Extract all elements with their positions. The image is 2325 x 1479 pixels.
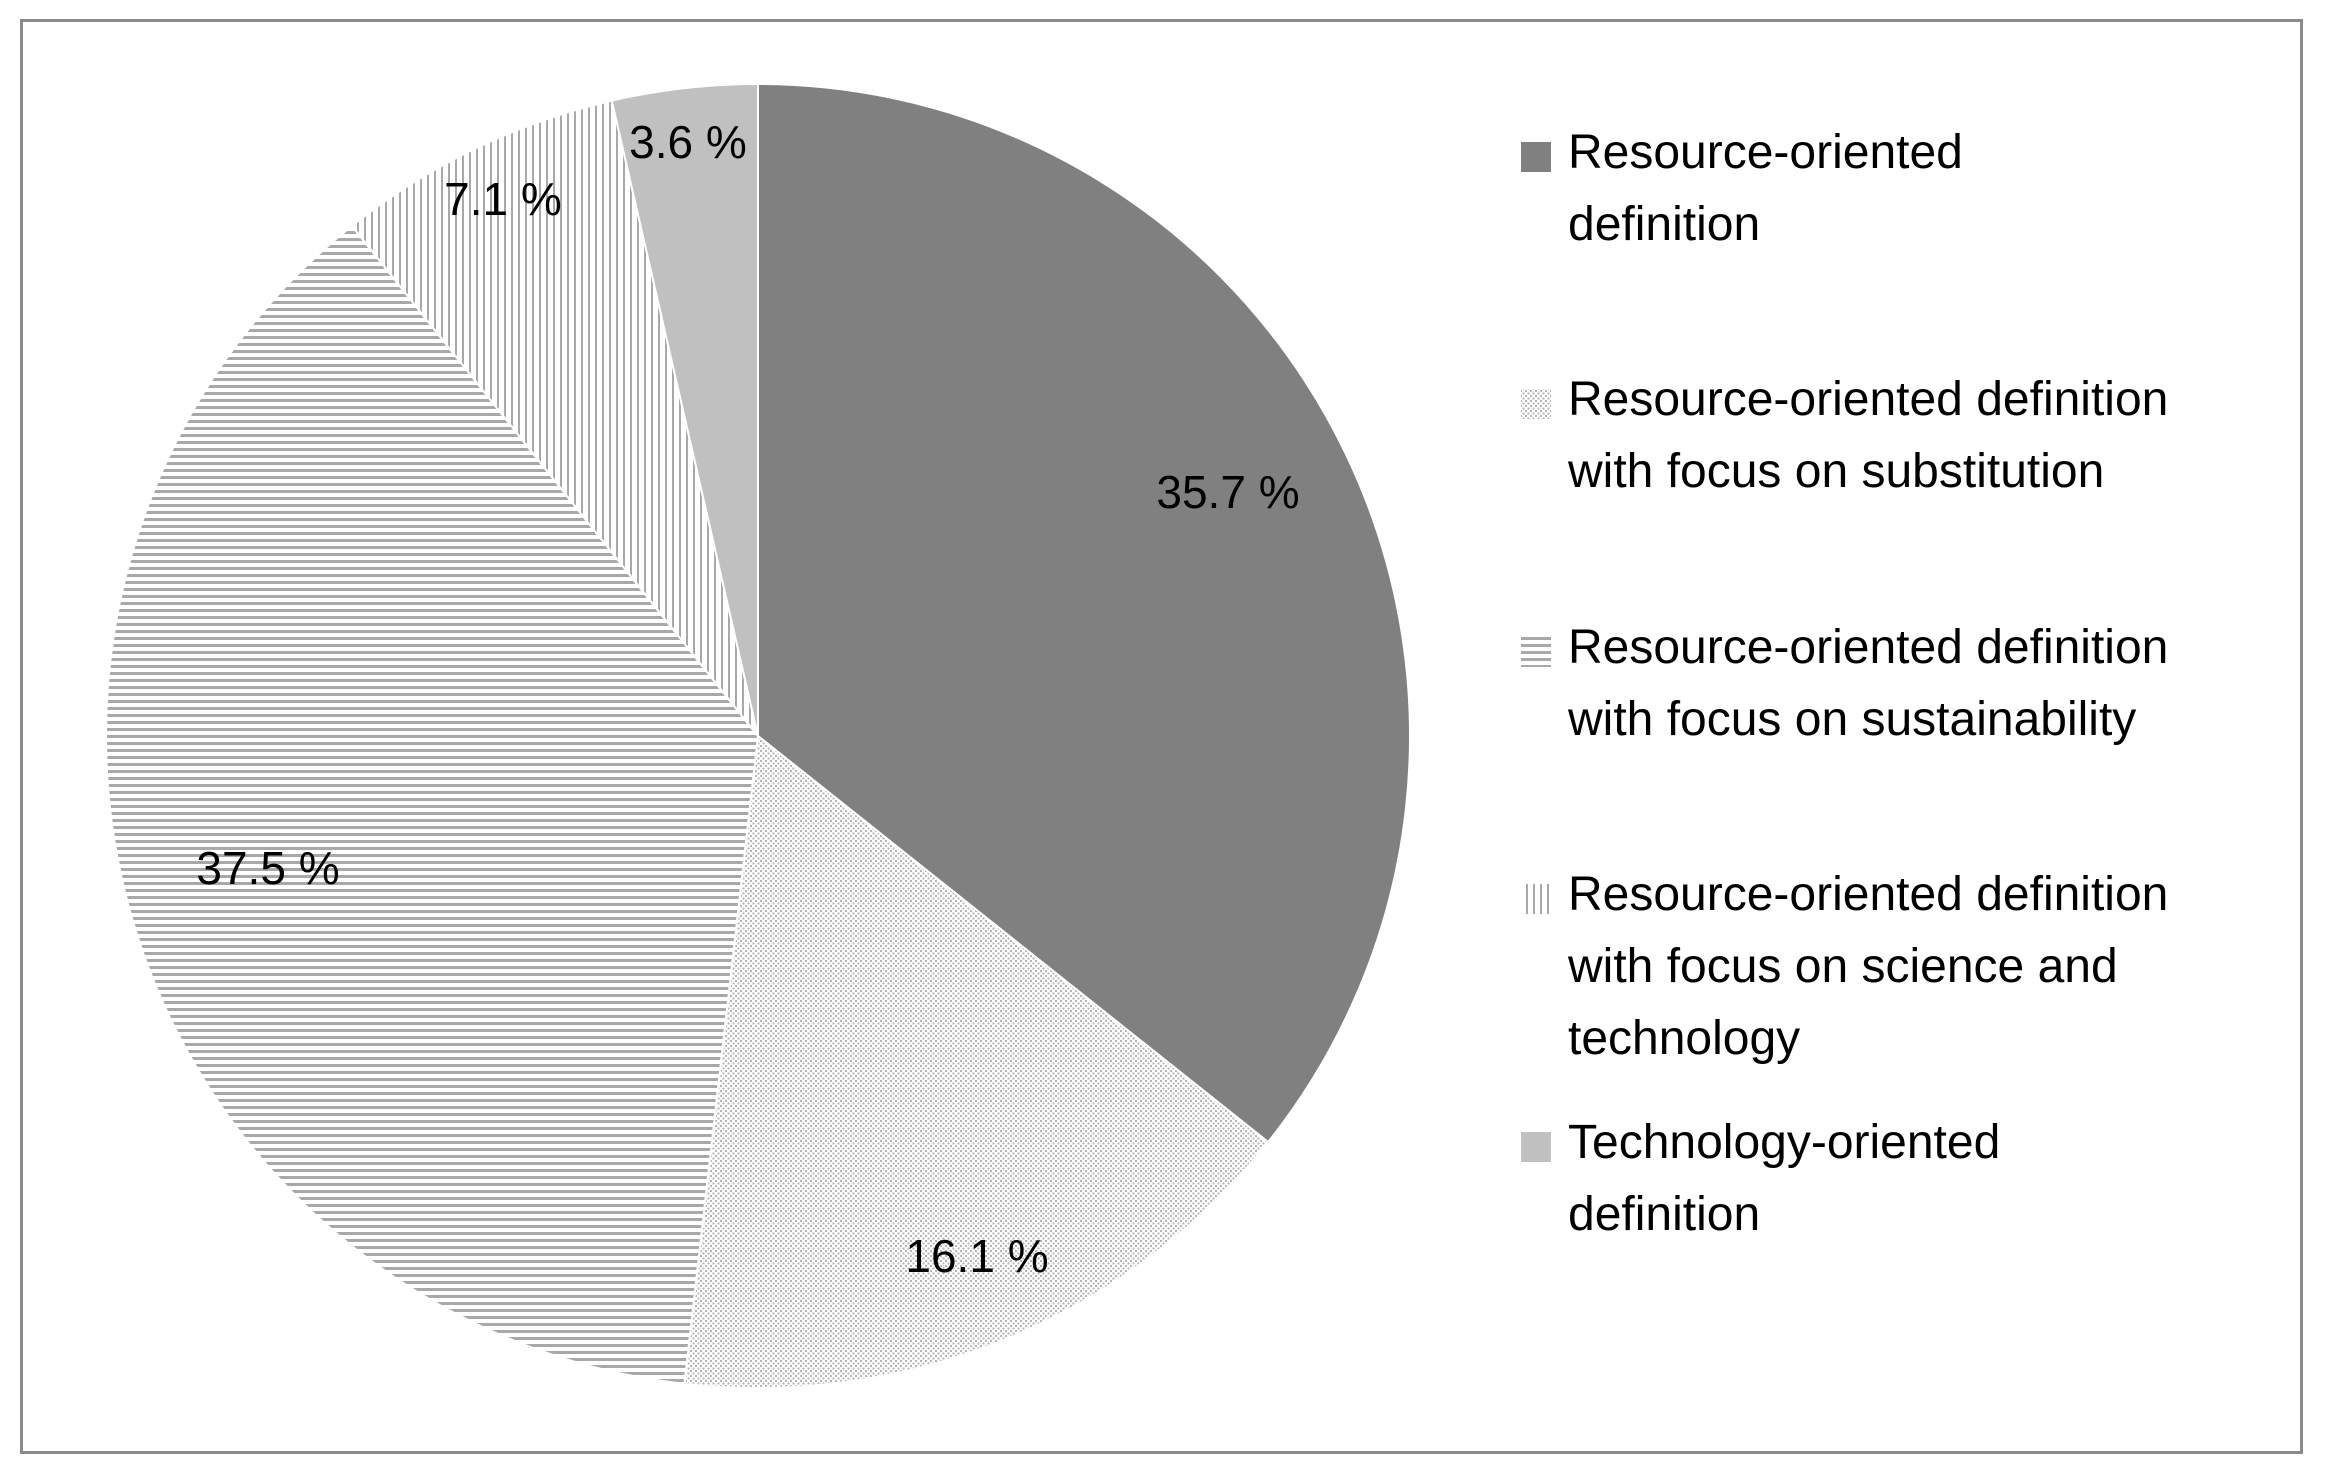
legend-label: Technology-oriented (1568, 1116, 2000, 1169)
legend-label: Resource-oriented (1568, 126, 1963, 179)
legend-marker (1521, 637, 1551, 667)
legend-label: with focus on substitution (1567, 445, 2104, 498)
pie-data-label: 37.5 % (196, 842, 339, 894)
legend-item: Resource-oriented definition with focus o… (1521, 621, 2168, 746)
legend-item: Technology-oriented definition (1521, 1116, 2000, 1241)
legend-item: Resource-oriented definition with focus o… (1521, 868, 2168, 1065)
pie-slice (610, 82, 759, 737)
pie-slice (105, 224, 760, 1385)
legend-label: definition (1568, 1188, 1760, 1241)
legend-label: technology (1568, 1012, 1800, 1065)
legend-marker (1521, 142, 1551, 172)
pie-data-labels: 35.7 % 16.1 % 37.5 % 7.1 % 3.6 % (196, 116, 1299, 1282)
pie-data-label: 16.1 % (905, 1230, 1048, 1282)
legend-label: with focus on science and (1567, 940, 2118, 993)
pie-slice (683, 734, 1270, 1389)
legend-item: Resource-oriented definition with focus o… (1521, 373, 2168, 498)
pie-slices (105, 82, 1411, 1389)
legend-label: with focus on sustainability (1567, 693, 2136, 746)
legend-label: definition (1568, 198, 1760, 251)
legend-marker (1521, 1132, 1551, 1162)
legend-label: Resource-oriented definition (1568, 373, 2168, 426)
pie-data-label: 35.7 % (1156, 466, 1299, 518)
legend-label: Resource-oriented definition (1568, 868, 2168, 921)
legend: Resource-orienteddefinitionResource-orie… (1521, 126, 2168, 1241)
legend-item: Resource-oriented definition (1521, 126, 1963, 251)
legend-marker (1521, 884, 1551, 914)
pie-data-label: 7.1 % (444, 173, 562, 225)
legend-marker (1521, 389, 1551, 419)
pie-data-label: 3.6 % (629, 116, 747, 168)
pie-slice (757, 82, 1411, 1144)
pie-slice (350, 99, 759, 737)
legend-label: Resource-oriented definition (1568, 621, 2168, 674)
